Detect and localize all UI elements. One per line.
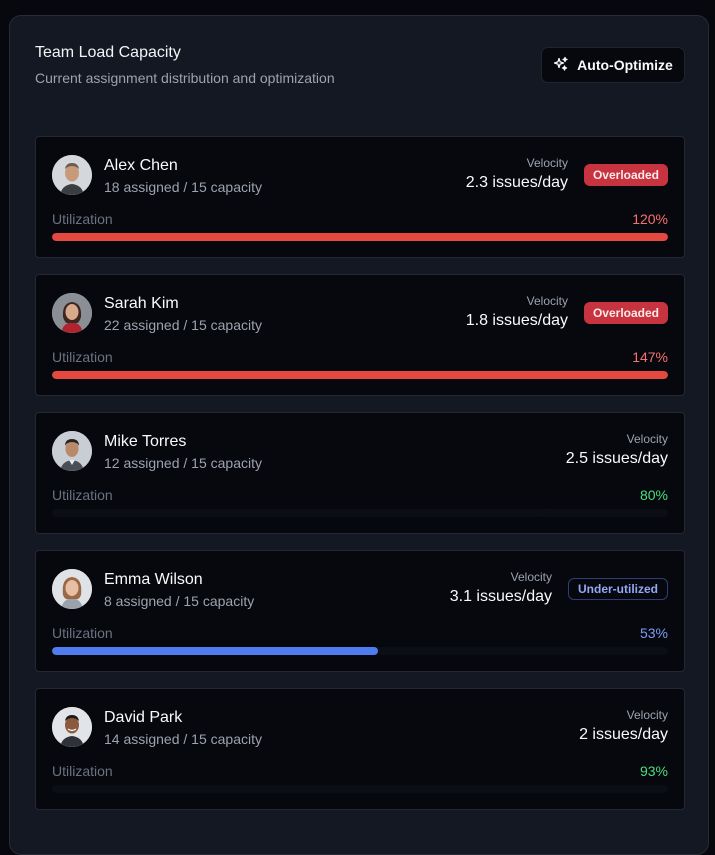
assignment-count: 14 assigned / 15 capacity (104, 731, 262, 747)
utilization-percent: 120% (632, 211, 668, 227)
team-load-panel: Team Load Capacity Current assignment di… (9, 15, 709, 855)
avatar (52, 293, 92, 333)
utilization-label: Utilization (52, 763, 113, 779)
member-name: David Park (104, 709, 183, 726)
status-badge: Under-utilized (568, 578, 668, 600)
velocity-label: Velocity (626, 708, 668, 722)
utilization-label: Utilization (52, 625, 113, 641)
member-name: Mike Torres (104, 433, 187, 450)
utilization-fill (52, 371, 668, 379)
avatar (52, 707, 92, 747)
velocity-block: Velocity 2.5 issues/day (566, 432, 668, 468)
utilization-fill (52, 785, 625, 793)
assignment-count: 18 assigned / 15 capacity (104, 179, 262, 195)
member-card-david-park[interactable]: David Park 14 assigned / 15 capacity Vel… (35, 688, 685, 810)
auto-optimize-button[interactable]: Auto-Optimize (541, 47, 685, 83)
sparkles-icon (553, 56, 569, 75)
utilization-fill (52, 647, 379, 655)
utilization-percent: 147% (632, 349, 668, 365)
velocity-value: 2.5 issues/day (565, 450, 668, 467)
assignment-count: 8 assigned / 15 capacity (104, 593, 255, 609)
velocity-label: Velocity (626, 432, 668, 446)
velocity-value: 1.8 issues/day (465, 312, 568, 329)
utilization-bar (52, 371, 668, 379)
member-card-mike-torres[interactable]: Mike Torres 12 assigned / 15 capacity Ve… (35, 412, 685, 534)
avatar (52, 569, 92, 609)
utilization-percent: 80% (639, 487, 668, 503)
velocity-value: 2.3 issues/day (465, 174, 568, 191)
utilization-percent: 53% (639, 625, 668, 641)
velocity-label: Velocity (526, 156, 568, 170)
utilization-bar (52, 785, 668, 793)
utilization-bar (52, 509, 668, 517)
assignment-count: 12 assigned / 15 capacity (104, 455, 262, 471)
utilization-label: Utilization (52, 211, 113, 227)
utilization-label: Utilization (52, 487, 113, 503)
velocity-value: 3.1 issues/day (449, 588, 552, 605)
velocity-label: Velocity (510, 570, 552, 584)
panel-subtitle: Current assignment distribution and opti… (35, 70, 335, 86)
member-name: Sarah Kim (104, 295, 179, 312)
utilization-fill (52, 233, 668, 241)
status-badge: Overloaded (583, 164, 668, 186)
avatar (52, 155, 92, 195)
utilization-bar (52, 233, 668, 241)
member-card-sarah-kim[interactable]: Sarah Kim 22 assigned / 15 capacity Velo… (35, 274, 685, 396)
member-card-alex-chen[interactable]: Alex Chen 18 assigned / 15 capacity Velo… (35, 136, 685, 258)
utilization-percent: 93% (639, 763, 668, 779)
member-name: Alex Chen (104, 157, 178, 174)
auto-optimize-label: Auto-Optimize (577, 57, 673, 73)
status-badge: Overloaded (583, 302, 668, 324)
utilization-label: Utilization (52, 349, 113, 365)
velocity-block: Velocity 1.8 issues/day (466, 294, 568, 330)
panel-title: Team Load Capacity (35, 44, 181, 61)
assignment-count: 22 assigned / 15 capacity (104, 317, 262, 333)
velocity-value: 2 issues/day (579, 726, 668, 743)
velocity-block: Velocity 2 issues/day (579, 708, 668, 744)
velocity-block: Velocity 2.3 issues/day (466, 156, 568, 192)
utilization-fill (52, 509, 545, 517)
member-card-emma-wilson[interactable]: Emma Wilson 8 assigned / 15 capacity Vel… (35, 550, 685, 672)
utilization-bar (52, 647, 668, 655)
velocity-label: Velocity (526, 294, 568, 308)
velocity-block: Velocity 3.1 issues/day (450, 570, 552, 606)
member-name: Emma Wilson (104, 571, 203, 588)
avatar (52, 431, 92, 471)
